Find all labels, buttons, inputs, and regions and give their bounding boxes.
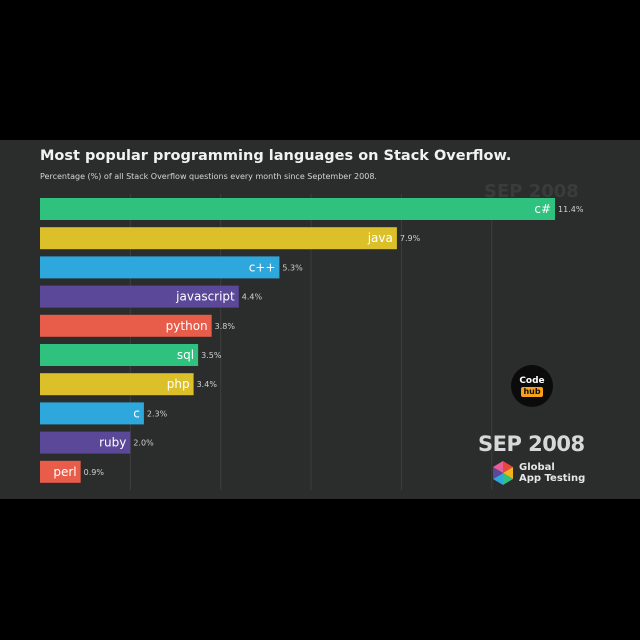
bar-c#	[40, 198, 555, 220]
bar-value-label: 7.9%	[400, 234, 421, 243]
bar-value-label: 4.4%	[242, 293, 263, 302]
date-label: SEP 2008	[478, 432, 585, 456]
bar-category-label: c#	[534, 202, 551, 216]
bar-c++	[40, 256, 279, 278]
bar-java	[40, 227, 397, 249]
bar-value-label: 11.4%	[558, 205, 584, 214]
brand-line1: Global	[519, 462, 585, 473]
brand-text: Global App Testing	[519, 462, 585, 484]
bar-value-label: 3.5%	[201, 351, 222, 360]
hexagon-logo-icon	[490, 460, 516, 486]
bar-category-label: python	[166, 319, 208, 333]
bar-category-label: sql	[177, 348, 194, 362]
bar-sql	[40, 344, 198, 366]
bar-value-label: 0.9%	[84, 468, 105, 477]
codehub-badge: Code hub	[511, 365, 553, 407]
bar-category-label: c	[133, 406, 140, 420]
bar-category-label: javascript	[175, 290, 235, 304]
global-app-testing-logo: Global App Testing	[490, 460, 585, 486]
bar-value-label: 3.8%	[215, 322, 236, 331]
bar-category-label: c++	[249, 260, 276, 274]
codehub-badge-bottom: hub	[521, 387, 542, 397]
bar-category-label: ruby	[99, 436, 126, 450]
bar-value-label: 2.0%	[133, 439, 154, 448]
bar-value-label: 5.3%	[282, 263, 303, 272]
bar-category-label: perl	[53, 465, 76, 479]
chart-frame: Most popular programming languages on St…	[0, 140, 640, 499]
codehub-badge-top: Code	[519, 376, 544, 387]
brand-line2: App Testing	[519, 473, 585, 484]
bar-category-label: java	[367, 231, 393, 245]
bar-category-label: php	[167, 377, 190, 391]
bar-c	[40, 402, 144, 424]
bar-value-label: 3.4%	[197, 380, 218, 389]
bar-value-label: 2.3%	[147, 409, 168, 418]
